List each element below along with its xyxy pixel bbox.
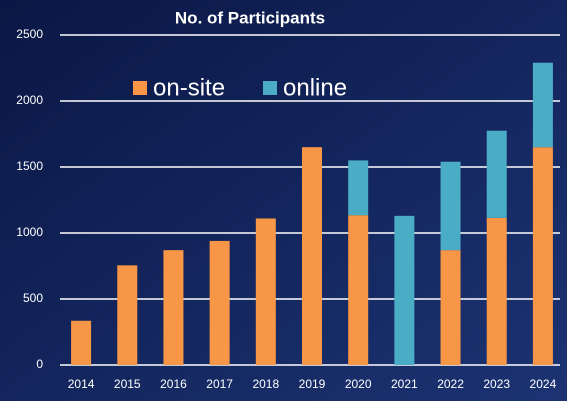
bar-segment <box>302 147 322 365</box>
y-tick-label: 0 <box>36 357 43 371</box>
x-tick-label: 2023 <box>483 377 510 391</box>
y-tick-label: 2500 <box>16 27 43 41</box>
bar-segment <box>486 217 507 365</box>
x-tick-label: 2021 <box>391 377 418 391</box>
bar-segment <box>348 215 369 365</box>
y-tick-label: 500 <box>23 291 43 305</box>
bar-segment <box>440 250 461 365</box>
legend-swatch <box>263 81 277 95</box>
bar-segment <box>440 161 461 251</box>
legend-label: on-site <box>153 74 225 101</box>
x-tick-label: 2019 <box>299 377 326 391</box>
bar-segment <box>71 320 92 365</box>
bar-segment <box>486 130 507 218</box>
y-tick-label: 1500 <box>16 159 43 173</box>
x-tick-label: 2015 <box>114 377 141 391</box>
bar-segment <box>163 250 184 365</box>
x-tick-label: 2022 <box>437 377 464 391</box>
x-tick-label: 2018 <box>252 377 279 391</box>
bar-segment <box>532 147 553 365</box>
bar-segment <box>117 265 138 365</box>
y-tick-label: 2000 <box>16 93 43 107</box>
bar-segment <box>255 218 276 365</box>
legend-swatch <box>133 81 147 95</box>
legend-label: online <box>283 74 347 101</box>
bar-segment <box>209 240 230 365</box>
x-tick-label: 2017 <box>206 377 233 391</box>
y-tick-label: 1000 <box>16 225 43 239</box>
x-tick-label: 2020 <box>345 377 372 391</box>
x-tick-label: 2014 <box>68 377 95 391</box>
bar-segment <box>394 215 415 365</box>
bar-segment <box>348 160 369 216</box>
chart-title: No. of Participants <box>175 8 325 27</box>
x-tick-label: 2016 <box>160 377 187 391</box>
bar-segment <box>532 62 553 148</box>
x-tick-label: 2024 <box>530 377 557 391</box>
